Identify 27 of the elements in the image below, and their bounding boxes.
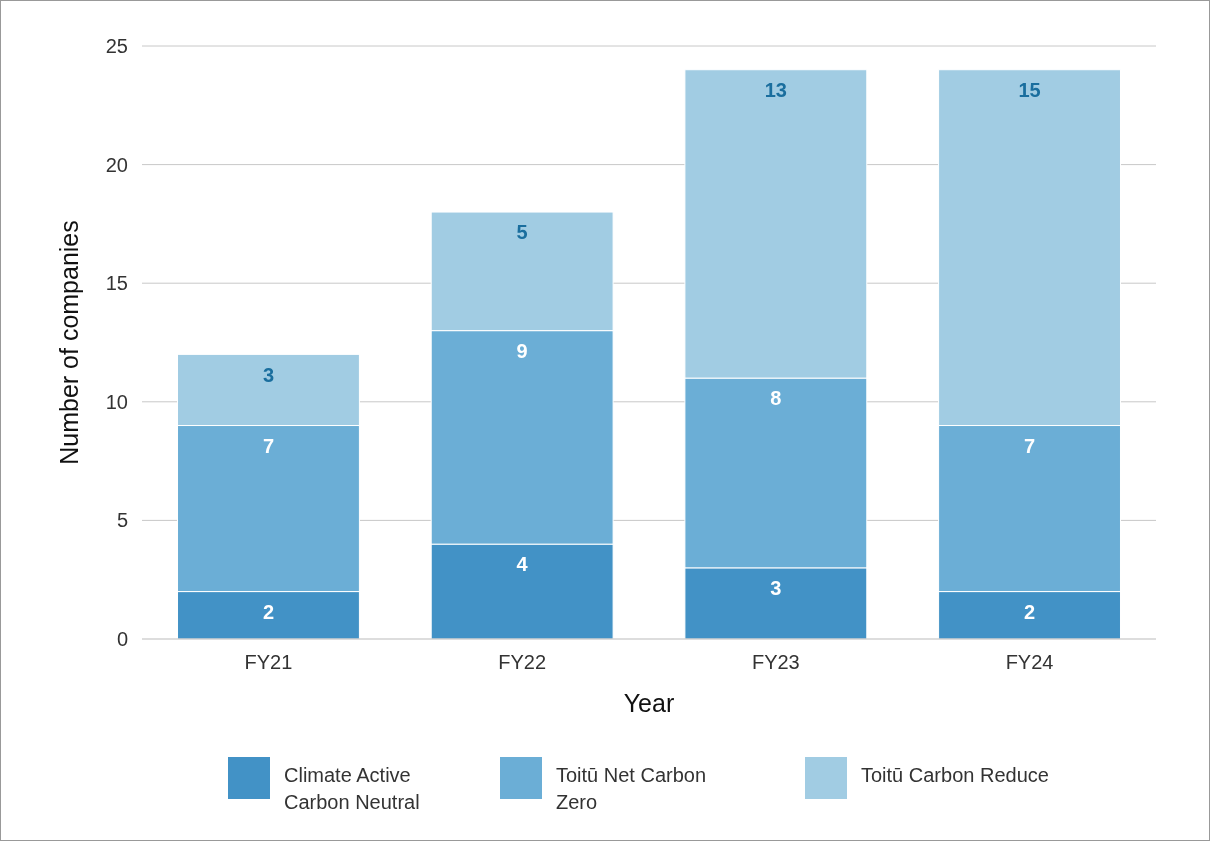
y-tick-label: 15	[105, 272, 128, 295]
y-tick-label: 0	[116, 627, 128, 650]
x-tick-label: FY21	[244, 651, 293, 674]
data-label: 2	[1023, 600, 1036, 623]
data-label: 5	[516, 221, 528, 244]
data-label: 7	[262, 434, 275, 457]
data-label: 9	[516, 339, 528, 362]
data-label: 2	[262, 600, 275, 623]
y-tick-label: 10	[105, 390, 128, 413]
data-label: 8	[770, 387, 782, 410]
data-label: 7	[1023, 434, 1036, 457]
legend-label: Toitū Carbon Reduce	[861, 764, 1049, 786]
x-tick-label: FY24	[1005, 651, 1054, 674]
data-label: 3	[770, 577, 782, 600]
legend-label: Toitū Net Carbon Zero	[556, 764, 707, 813]
legend-label: Climate Active Carbon Neutral	[284, 764, 420, 813]
x-tick-label: FY22	[498, 651, 547, 674]
data-label: 15	[1018, 79, 1041, 101]
y-tick-label: 25	[105, 34, 128, 57]
x-tick-label: FY23	[751, 651, 800, 674]
data-label: 4	[516, 553, 529, 576]
y-tick-label: 5	[116, 509, 128, 532]
data-label: 3	[262, 363, 275, 386]
y-axis-title: Number of companies	[55, 220, 83, 465]
data-label: 13	[764, 79, 787, 101]
x-axis-title: Year	[623, 689, 675, 717]
y-tick-label: 20	[105, 153, 128, 176]
